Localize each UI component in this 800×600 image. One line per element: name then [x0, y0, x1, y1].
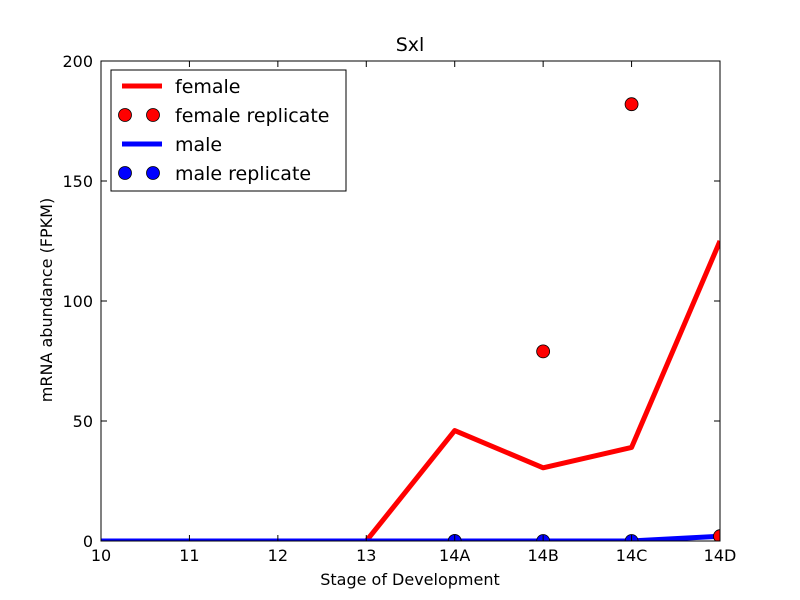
female-replicate-point	[624, 97, 639, 112]
x-axis-title: Stage of Development	[320, 570, 500, 589]
y-tick-label: 150	[62, 172, 93, 191]
series-lines	[101, 240, 720, 541]
y-axis-title: mRNA abundance (FPKM)	[37, 198, 56, 402]
legend-female-replicate-label: female replicate	[175, 105, 329, 127]
x-tick-label: 10	[91, 546, 111, 565]
legend-male-replicate-marker	[146, 166, 160, 180]
legend-male-replicate-label: male replicate	[175, 163, 311, 185]
x-tick-label: 12	[268, 546, 288, 565]
x-tick-label: 14A	[439, 546, 470, 565]
axis-ticks: 10 11 12 13 14A 14B 14C 14D 0 50 100 150 200	[62, 52, 736, 565]
x-tick-label: 14D	[704, 546, 737, 565]
legend-female-replicate-marker	[118, 108, 132, 122]
y-tick-label: 100	[62, 292, 93, 311]
x-tick-label: 11	[179, 546, 199, 565]
y-tick-label: 200	[62, 52, 93, 71]
legend-female-label: female	[175, 76, 241, 98]
x-tick-label: 14B	[527, 546, 558, 565]
female-series-line	[101, 240, 720, 541]
legend: female female replicate male male replicate	[110, 69, 347, 192]
y-tick-label: 0	[83, 532, 93, 551]
y-tick-label: 50	[73, 412, 93, 431]
legend-male-label: male	[175, 134, 222, 156]
legend-male-replicate-marker	[118, 166, 132, 180]
x-tick-label: 14C	[616, 546, 648, 565]
chart-title: Sxl	[396, 34, 425, 56]
legend-female-replicate-marker	[146, 108, 160, 122]
female-replicate-point	[713, 529, 720, 541]
female-replicate-point	[536, 344, 551, 359]
x-tick-label: 13	[356, 546, 376, 565]
